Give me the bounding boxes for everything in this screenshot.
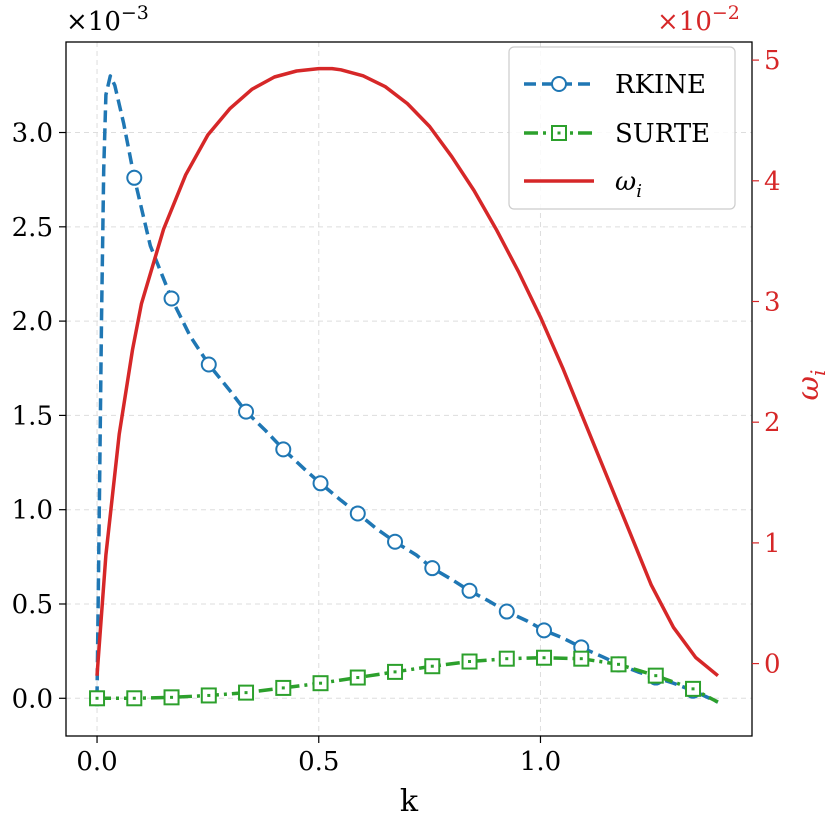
series-rkine-marker-3 — [200, 356, 217, 373]
series-surte-marker-dot-9 — [430, 664, 434, 668]
y-right-tick-label-2: 2 — [764, 408, 781, 438]
series-rkine-marker-9 — [424, 560, 441, 577]
x-tick-label-2: 1.0 — [520, 747, 561, 777]
series-surte-marker-dot-2 — [170, 695, 174, 699]
series-rkine-marker-5 — [275, 441, 292, 458]
legend-omega-label: ωi — [615, 167, 642, 202]
y-left-tick-label-0: 0.0 — [12, 684, 53, 714]
series-rkine-marker-11 — [498, 603, 515, 620]
series-surte-marker-dot-16 — [691, 687, 695, 691]
axes: 0.0 0.5 1.0 0.0 0.5 1.0 1.5 2.0 2.5 3.0 0 1 2 3 4 5 — [12, 46, 781, 777]
right-axis-title: ωi — [791, 370, 830, 401]
legend-surte-marker-dot — [557, 131, 561, 135]
y-left-tick-label-5: 2.5 — [12, 213, 53, 243]
series-surte-marker-dot-10 — [468, 660, 472, 664]
y-right-tick-label-3: 3 — [764, 287, 781, 317]
right-axis-multiplier-base: ×10 — [657, 7, 712, 37]
series-rkine-marker-7 — [349, 505, 366, 522]
x-tick-label-0: 0.0 — [76, 747, 117, 777]
y-right-tick-label-5: 5 — [764, 46, 781, 76]
series-surte-marker-dot-1 — [132, 696, 136, 700]
y-right-tick-label-0: 0 — [764, 650, 781, 680]
y-right-tick-label-1: 1 — [764, 529, 781, 559]
y-left-tick-label-2: 1.0 — [12, 496, 53, 526]
legend-entry-surte: SURTE — [524, 119, 710, 149]
series-surte-marker-dot-4 — [244, 691, 248, 695]
series-surte-marker-dot-3 — [207, 693, 211, 697]
series-rkine-marker-2 — [163, 290, 180, 307]
series-rkine-line — [95, 74, 719, 704]
legend-omega-symbol: ω — [615, 167, 636, 197]
series-surte-marker-dot-7 — [356, 676, 360, 680]
series-surte-marker-dot-15 — [654, 674, 658, 678]
series-surte-line — [97, 655, 719, 704]
y-left-tick-label-6: 3.0 — [12, 119, 53, 149]
right-axis-title-subscript: i — [806, 370, 830, 376]
series-surte-marker-dot-12 — [542, 656, 546, 660]
series-surte-marker-dot-11 — [505, 657, 509, 661]
series-rkine-marker-1 — [126, 169, 143, 186]
series-rkine-marker-4 — [238, 403, 255, 420]
series-surte-marker-dot-14 — [617, 662, 621, 666]
x-axis-title: k — [400, 784, 419, 819]
series-omega-line — [95, 66, 720, 678]
right-axis-multiplier: ×10−2 — [657, 2, 740, 37]
y-left-tick-label-1: 0.5 — [12, 590, 53, 620]
legend-omega-subscript: i — [636, 181, 642, 202]
series-surte-marker-dot-8 — [393, 670, 397, 674]
series-rkine-marker-6 — [312, 475, 329, 492]
series-surte-marker-dot-13 — [579, 657, 583, 661]
plot-area — [89, 66, 720, 707]
legend: RKINE SURTE ωi — [508, 46, 736, 210]
legend-surte-label: SURTE — [615, 119, 710, 149]
y-left-tick-label-4: 2.0 — [12, 307, 53, 337]
legend-entry-rkine: RKINE — [524, 70, 706, 100]
series-rkine-marker-8 — [387, 533, 404, 550]
right-axis-title-symbol: ω — [791, 376, 826, 400]
series-rkine-marker-10 — [461, 582, 478, 599]
plot-frame — [65, 41, 753, 737]
legend-rkine-marker — [551, 76, 567, 92]
series-surte-marker-dot-0 — [95, 696, 99, 700]
left-axis-multiplier: ×10−3 — [66, 2, 149, 37]
x-tick-label-1: 0.5 — [298, 747, 339, 777]
legend-rkine-label: RKINE — [615, 70, 706, 100]
right-axis-multiplier-exponent: −2 — [712, 2, 740, 24]
series-rkine-marker-12 — [536, 622, 553, 639]
left-axis-multiplier-base: ×10 — [66, 7, 121, 37]
series-surte-marker-dot-6 — [319, 681, 323, 685]
series-surte-marker-dot-5 — [281, 686, 285, 690]
y-left-tick-label-3: 1.5 — [12, 401, 53, 431]
grid-lines — [66, 42, 752, 736]
legend-entry-omega: ωi — [524, 167, 642, 202]
left-axis-multiplier-exponent: −3 — [121, 2, 149, 24]
y-right-tick-label-4: 4 — [764, 167, 781, 197]
